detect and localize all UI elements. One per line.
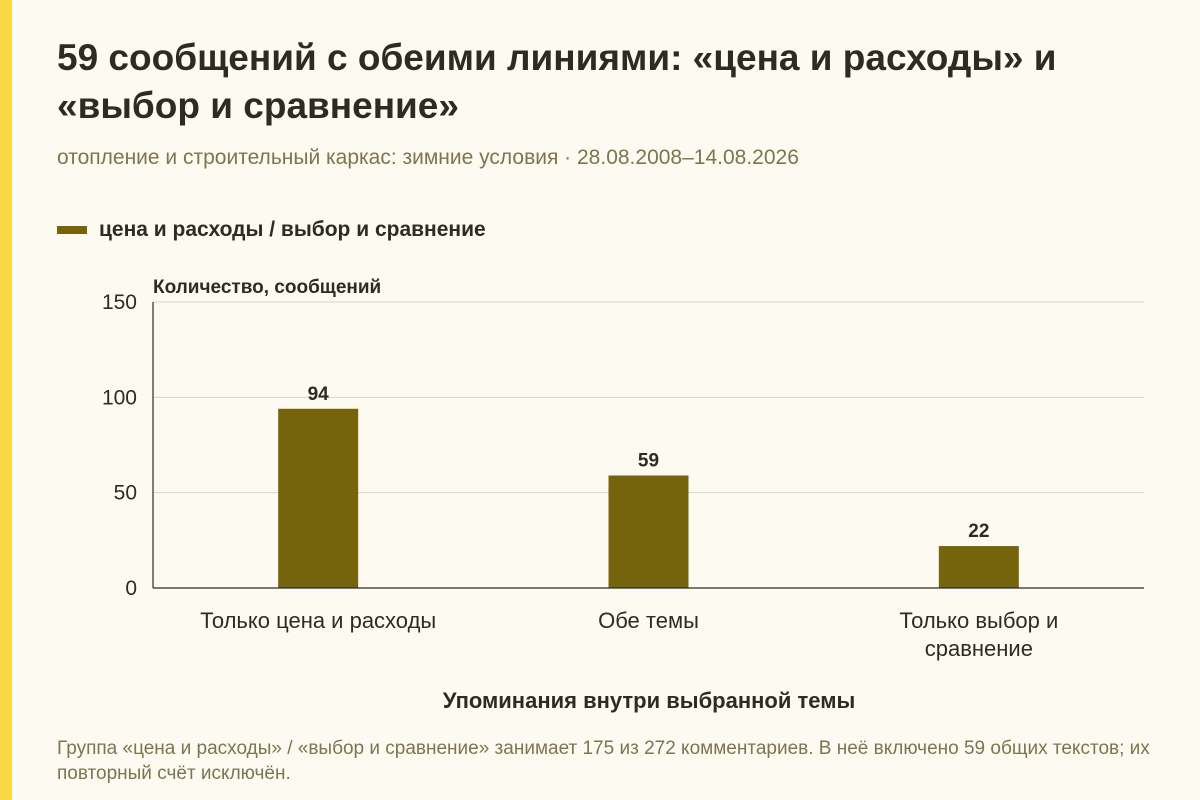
chart-subtitle: отопление и строительный каркас: зимние … — [57, 146, 799, 169]
x-category-label: Обе темы — [598, 608, 699, 633]
x-axis-title: Упоминания внутри выбранной темы — [443, 688, 856, 713]
x-category-label: Только выбор и — [899, 608, 1058, 633]
y-tick-label: 50 — [114, 482, 137, 505]
legend: цена и расходы / выбор и сравнение — [57, 218, 486, 242]
bar-value-label: 94 — [308, 384, 330, 405]
x-axis-category-labels: Только цена и расходы Обе темы Только выбо… — [200, 608, 1058, 661]
accent-bar — [0, 0, 12, 800]
y-axis-ticks: 0 50 100 150 — [102, 291, 137, 600]
y-tick-label: 150 — [102, 291, 137, 314]
bar-value-label: 22 — [968, 521, 989, 542]
y-tick-label: 0 — [125, 577, 137, 600]
footnote: Группа «цена и расходы» / «выбор и сравн… — [57, 738, 1150, 784]
bar — [278, 408, 359, 588]
legend-swatch — [57, 226, 87, 234]
chart-title: 59 сообщений с обеими линиями: «цена и р… — [57, 37, 1057, 126]
bars — [278, 408, 1019, 588]
bar-chart: Количество, сообщений 0 50 100 150 94 59 22 Т… — [102, 277, 1144, 713]
y-tick-label: 100 — [102, 386, 137, 409]
y-axis-title: Количество, сообщений — [153, 277, 381, 298]
x-category-label: Только цена и расходы — [200, 608, 436, 633]
bar-value-label: 59 — [638, 451, 659, 472]
bar — [608, 475, 689, 588]
bar — [938, 546, 1019, 588]
legend-label: цена и расходы / выбор и сравнение — [99, 218, 486, 241]
bar-value-labels: 94 59 22 — [308, 384, 990, 542]
x-category-label: сравнение — [925, 636, 1033, 661]
